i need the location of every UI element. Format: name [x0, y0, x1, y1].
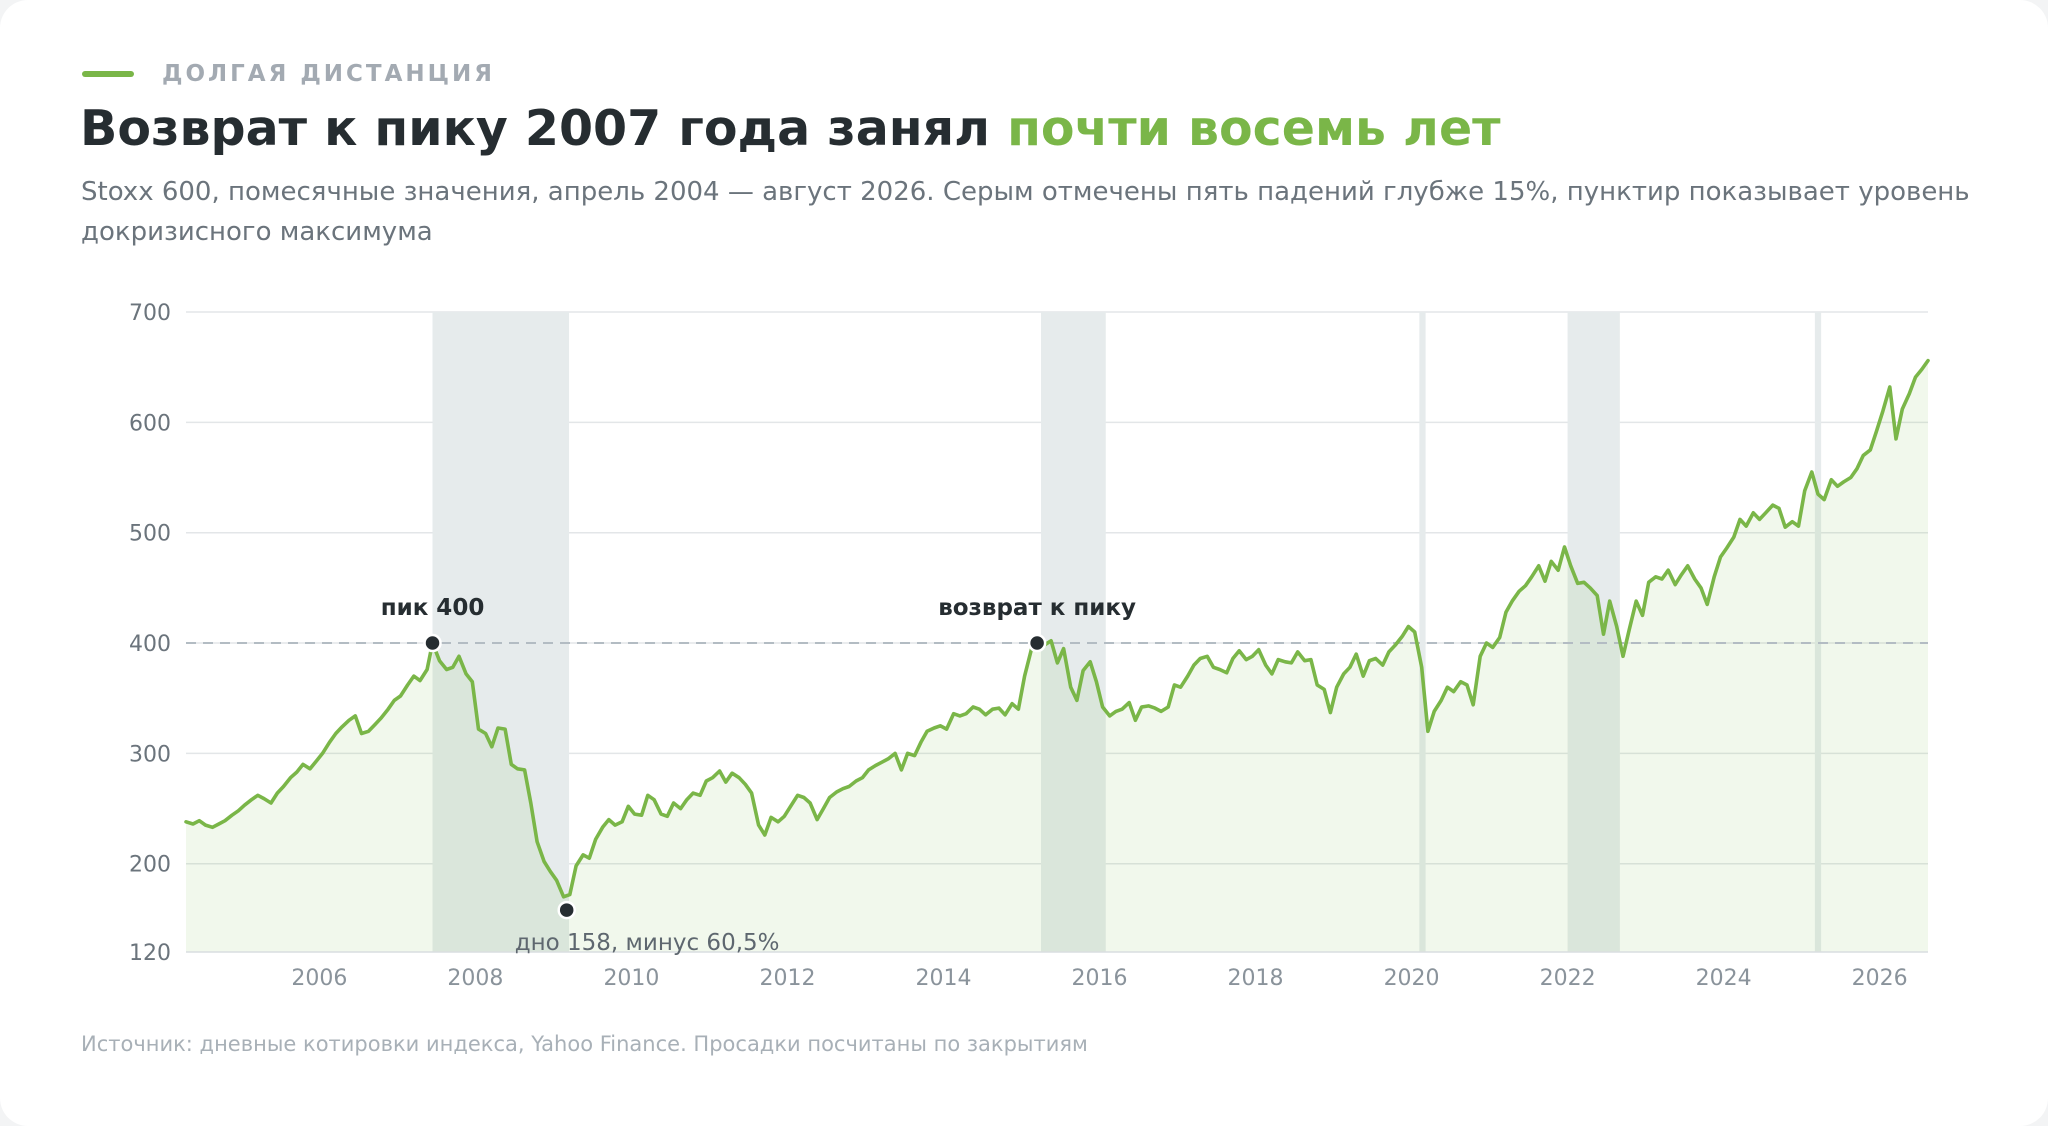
y-tick-label-600: 600 [129, 411, 171, 436]
annotation-marker-1 [423, 633, 442, 653]
y-tick-label-700: 700 [129, 301, 171, 326]
page-title: Возврат к пику 2007 года занял почти вос… [80, 96, 1501, 162]
x-tick-label-2020: 2020 [1384, 966, 1440, 991]
x-tick-label-2024: 2024 [1696, 966, 1752, 991]
y-tick-label-200: 200 [129, 853, 171, 878]
drawdown-band-3 [1419, 312, 1426, 952]
x-tick-label-2022: 2022 [1540, 966, 1596, 991]
x-tick-label-2006: 2006 [291, 966, 347, 991]
annotation-label-2: дно 158, минус 60,5% [515, 930, 780, 956]
drawdown-band-4 [1567, 312, 1620, 952]
series-area [186, 360, 1928, 953]
x-tick-label-2026: 2026 [1852, 966, 1908, 991]
title-highlight: почти восемь лет [1007, 100, 1501, 157]
page-subtitle: Stoxx 600, помесячные значения, апрель 2… [81, 177, 1970, 247]
annotation-label-3: возврат к пику [938, 595, 1136, 621]
y-tick-label-400: 400 [129, 632, 171, 657]
title-main: Возврат к пику 2007 года занял [80, 100, 1008, 157]
kicker-text: ДОЛГАЯ ДИСТАНЦИЯ [162, 61, 495, 87]
x-tick-label-2016: 2016 [1072, 966, 1128, 991]
y-tick-label-500: 500 [129, 522, 171, 547]
y-tick-label-120: 120 [129, 941, 171, 966]
drawdown-band-2 [1041, 312, 1106, 952]
annotation-marker-2 [557, 900, 576, 920]
x-tick-label-2010: 2010 [603, 966, 659, 991]
source-note: Источник: дневные котировки индекса, Yah… [81, 1032, 1088, 1056]
annotation-label-1: пик 400 [381, 595, 485, 621]
series-line [184, 358, 1930, 899]
x-tick-label-2014: 2014 [915, 966, 971, 991]
drawdown-band-1 [432, 312, 570, 952]
y-tick-label-300: 300 [129, 742, 171, 767]
x-tick-label-2018: 2018 [1228, 966, 1284, 991]
x-tick-label-2008: 2008 [447, 966, 503, 991]
drawdown-band-5 [1814, 312, 1822, 952]
kicker: ДОЛГАЯ ДИСТАНЦИЯ [82, 58, 495, 90]
kicker-accent-line [82, 71, 134, 77]
x-tick-label-2012: 2012 [759, 966, 815, 991]
annotation-marker-3 [1027, 633, 1047, 653]
